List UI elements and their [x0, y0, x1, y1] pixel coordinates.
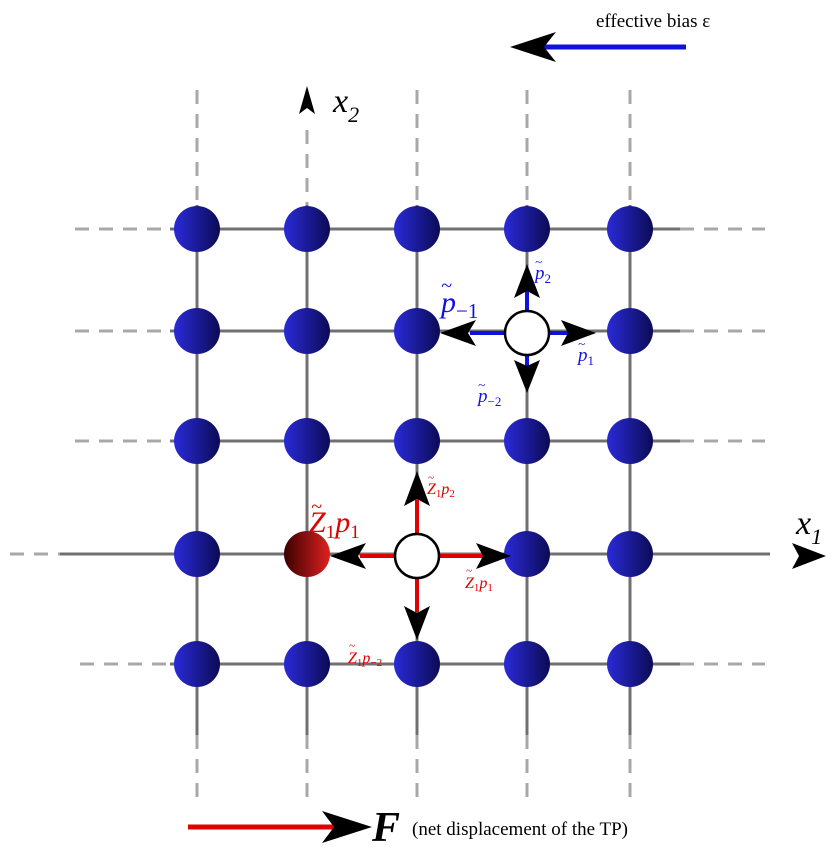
- red-particle: [284, 531, 330, 577]
- arrowheads: [299, 86, 826, 640]
- svg-text:p2: p2: [533, 263, 551, 286]
- svg-text:~: ~: [349, 640, 355, 652]
- label-z1-ptilde-minus2: ~ Z1p−2: [348, 640, 382, 669]
- force-arrowhead: [322, 811, 372, 843]
- red-jump-arrows: [360, 500, 485, 612]
- svg-text:Z1p1: Z1p1: [309, 506, 360, 543]
- blue-labels: ~ p−1 ~ p2 ~ p1 ~ p−2: [439, 254, 594, 409]
- particle: [607, 641, 653, 687]
- force-arrow: [188, 811, 372, 843]
- svg-text:~: ~: [428, 472, 434, 484]
- vacancy-top: [503, 309, 551, 357]
- x1-axis-arrowhead: [792, 543, 826, 569]
- particle: [284, 641, 330, 687]
- particle: [394, 206, 440, 252]
- particle: [174, 308, 220, 354]
- label-p-1: ~ p1: [576, 336, 594, 368]
- labels: effective bias ε x2 x1 ~ p−1 ~ p2 ~ p1 ~…: [309, 11, 822, 851]
- svg-text:Z1p1: Z1p1: [465, 575, 493, 594]
- svg-text:Z1p2: Z1p2: [427, 481, 455, 500]
- arrowhead-up: [514, 264, 540, 298]
- particle: [394, 418, 440, 464]
- x2-axis-arrowhead: [299, 86, 315, 114]
- x2-axis-label: x2: [332, 83, 359, 127]
- particle: [174, 206, 220, 252]
- red-labels: ~ Z1p1 ~ Z1p2 ~ Z1p1 ~ Z1p−2: [309, 472, 493, 669]
- particle: [607, 308, 653, 354]
- bias-label: effective bias ε: [596, 11, 710, 32]
- svg-text:~: ~: [466, 565, 472, 577]
- arrowhead-up: [404, 471, 430, 506]
- force-label: F: [371, 805, 400, 851]
- particle: [284, 206, 330, 252]
- label-p-2: ~ p2: [533, 254, 551, 286]
- particle: [174, 418, 220, 464]
- arrowhead-left: [330, 543, 366, 569]
- svg-text:~: ~: [578, 336, 585, 351]
- particle: [504, 206, 550, 252]
- particle: [174, 641, 220, 687]
- svg-text:p−2: p−2: [476, 386, 501, 409]
- particle: [504, 641, 550, 687]
- particle: [174, 531, 220, 577]
- svg-text:~: ~: [535, 254, 542, 269]
- vacancy-tracer: [393, 532, 441, 580]
- particle: [394, 308, 440, 354]
- label-z1-ptilde1: ~ Z1p1: [465, 565, 493, 594]
- bias-arrow: [510, 32, 686, 62]
- arrowhead-right: [476, 543, 511, 569]
- particle: [607, 531, 653, 577]
- particle: [607, 206, 653, 252]
- svg-text:Z1p−2: Z1p−2: [348, 650, 382, 669]
- particle: [607, 418, 653, 464]
- particles: [174, 206, 653, 687]
- label-z1-ptilde2: ~ Z1p2: [427, 472, 455, 500]
- dashed-lattice-extensions: [10, 90, 765, 800]
- arrowhead-right: [561, 320, 596, 346]
- svg-text:~: ~: [478, 377, 485, 392]
- arrowhead-down: [514, 360, 540, 393]
- arrowhead-left: [440, 320, 476, 346]
- particle: [284, 418, 330, 464]
- particle: [504, 418, 550, 464]
- svg-text:p−1: p−1: [439, 286, 478, 323]
- svg-text:p1: p1: [576, 345, 594, 368]
- svg-text:~: ~: [311, 496, 322, 518]
- particle: [284, 308, 330, 354]
- force-caption: (net displacement of the TP): [412, 819, 628, 840]
- label-p-minus1: ~ p−1: [439, 275, 478, 323]
- label-z1-p1: ~ Z1p1: [309, 496, 360, 543]
- particle: [504, 531, 550, 577]
- blue-jump-arrows: [470, 290, 570, 368]
- arrowhead-down: [404, 606, 430, 640]
- bias-arrowhead: [510, 32, 556, 62]
- particle: [394, 641, 440, 687]
- x1-axis-label: x1: [795, 505, 822, 549]
- label-p-minus2: ~ p−2: [476, 377, 501, 409]
- svg-text:~: ~: [441, 275, 452, 297]
